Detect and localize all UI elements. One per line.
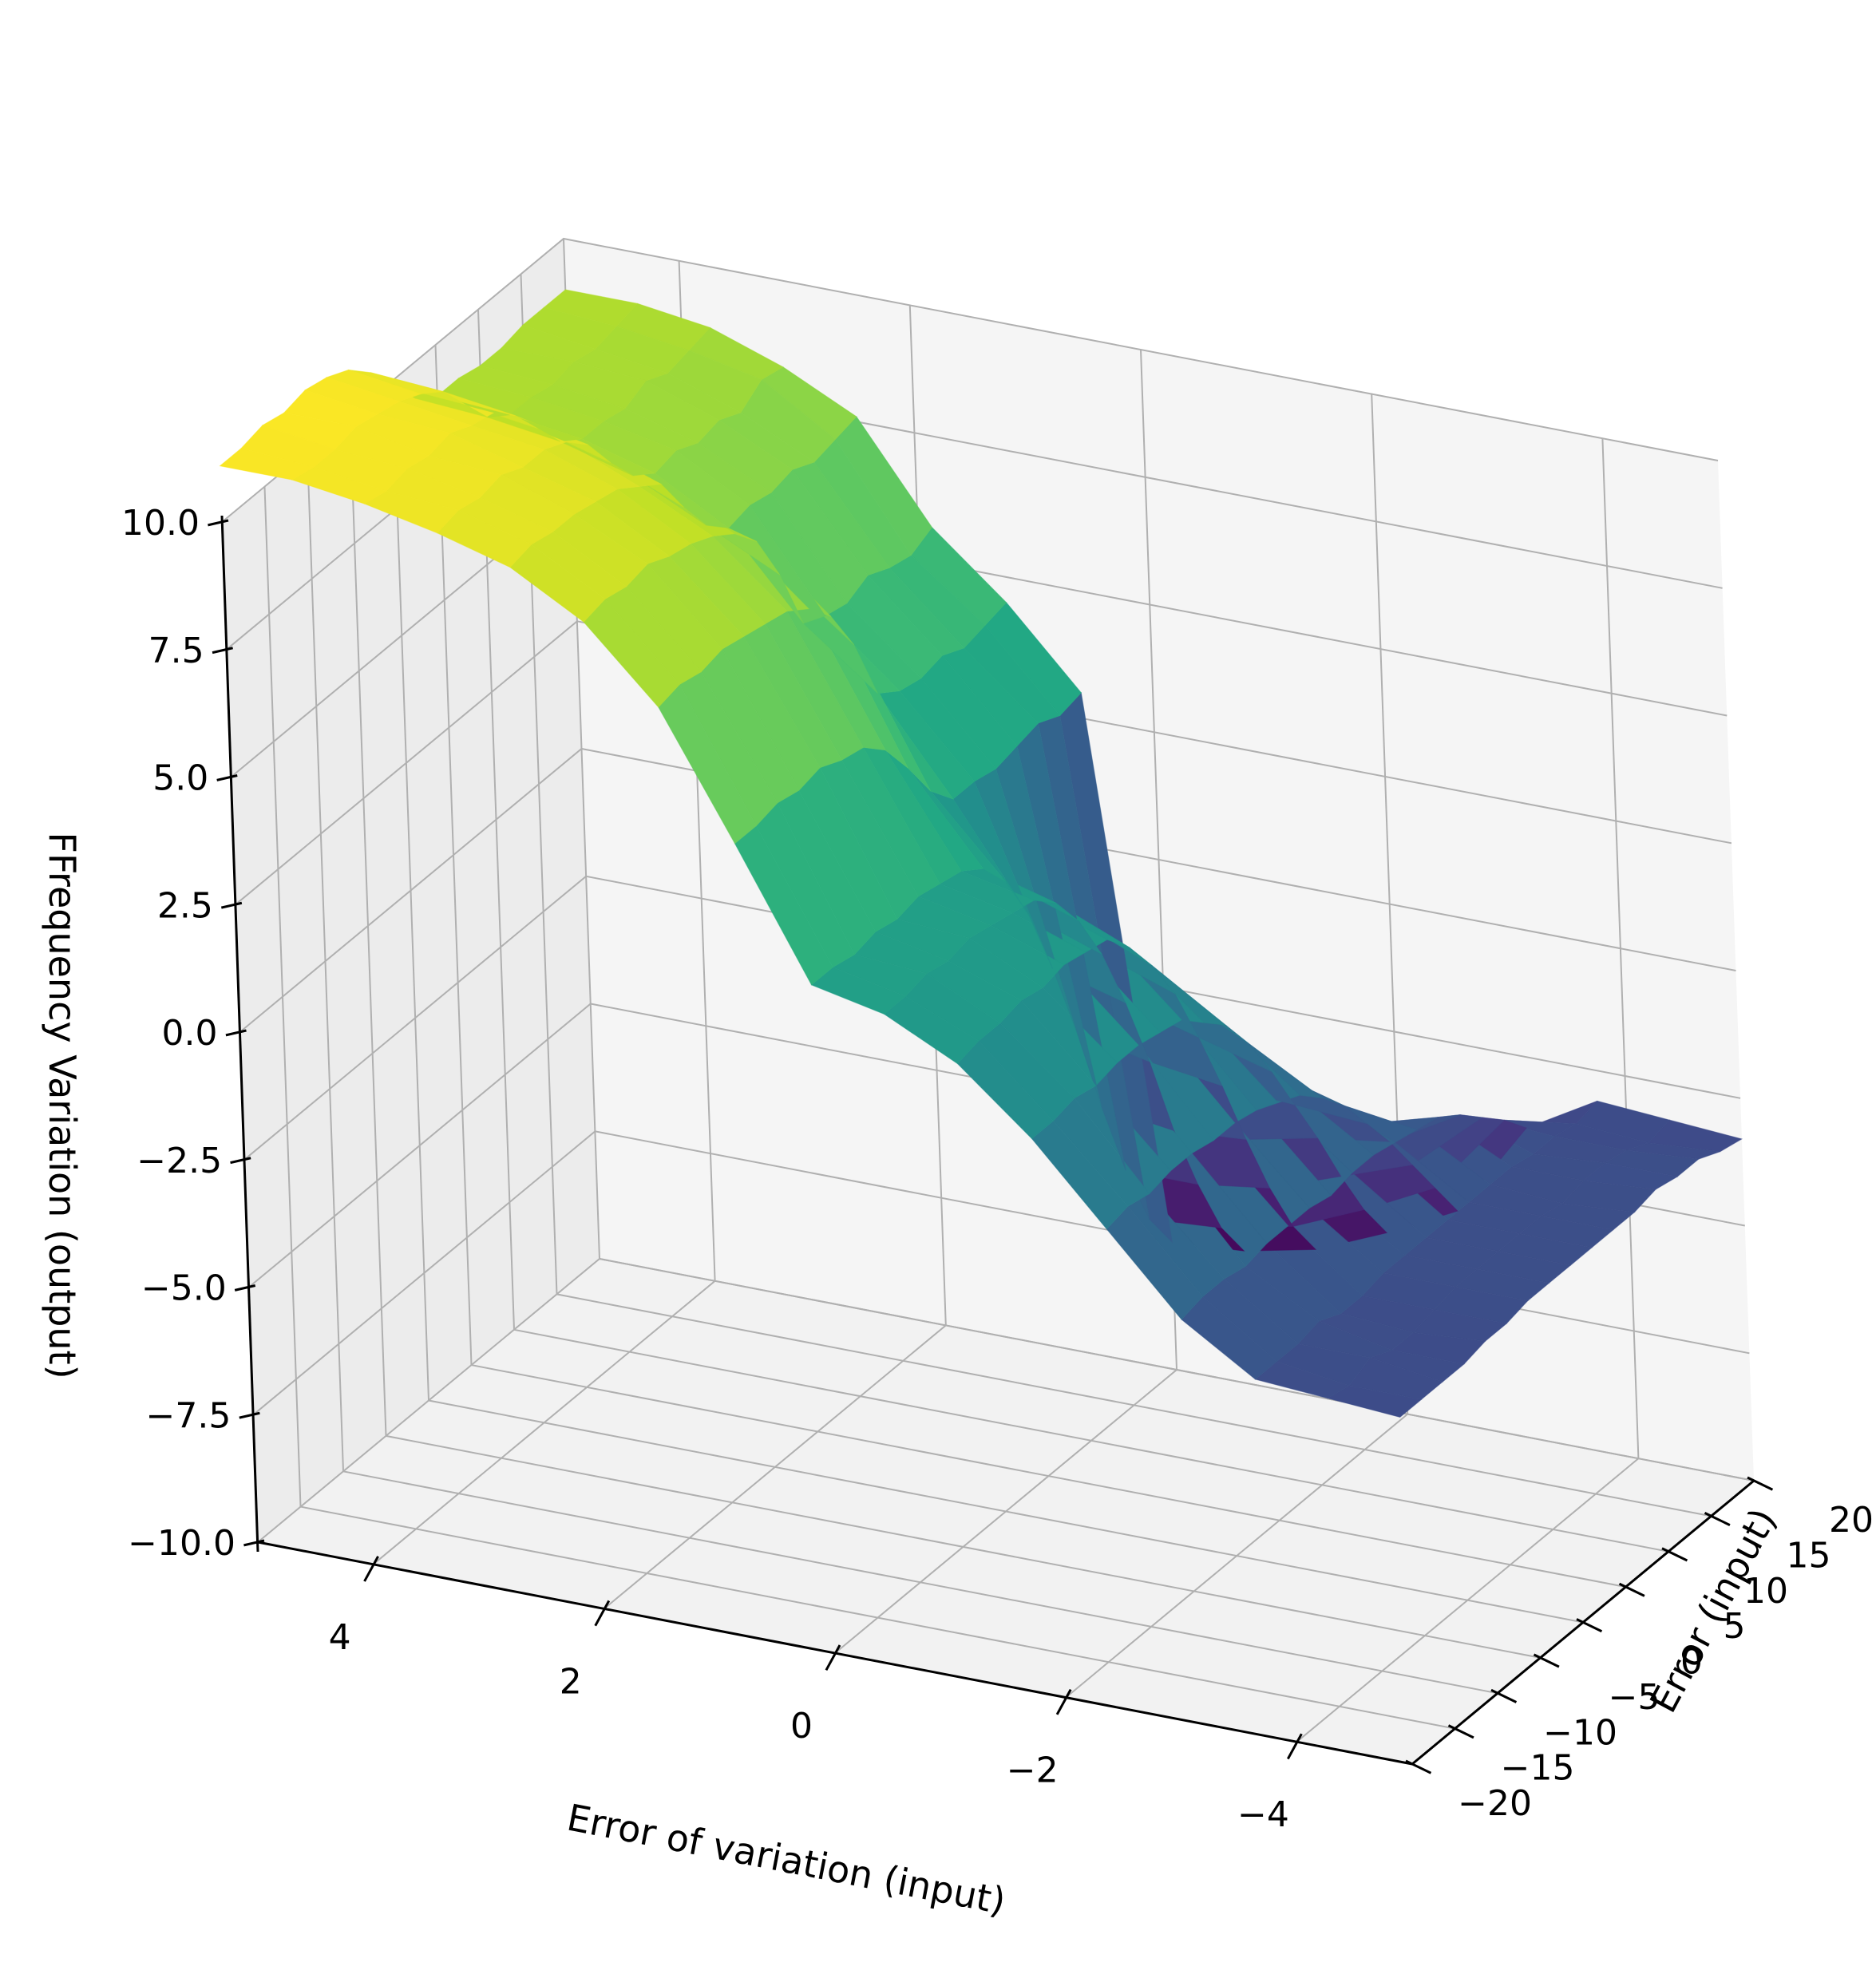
x-tick — [1747, 1476, 1774, 1491]
y-tick-label: −4 — [1237, 1794, 1289, 1835]
x-tick — [1490, 1688, 1518, 1703]
x-tick-label: 5 — [1724, 1606, 1746, 1647]
y-tick — [825, 1644, 841, 1671]
z-gridline — [243, 875, 1741, 1161]
y-tick-label: 0 — [790, 1706, 813, 1747]
z-tick-label: 5.0 — [152, 758, 208, 799]
y-tick — [363, 1556, 379, 1582]
z-tick — [225, 1029, 247, 1037]
z-tick — [216, 774, 238, 781]
z-tick — [212, 647, 233, 655]
y-tick — [594, 1600, 611, 1627]
z-tick — [234, 1284, 256, 1292]
z-tick-label: −5.0 — [141, 1268, 227, 1309]
z-tick — [239, 1411, 260, 1419]
x-tick-label: 0 — [1680, 1642, 1703, 1683]
x-tick-label: 10 — [1743, 1571, 1788, 1612]
x-tick — [1618, 1582, 1645, 1597]
surface-patch — [219, 447, 315, 481]
y-tick-label: 4 — [329, 1617, 351, 1658]
x-tick — [1661, 1547, 1688, 1562]
z-axis-line — [220, 515, 259, 1553]
z-tick-label: 10.0 — [121, 503, 200, 544]
z-tick — [243, 1539, 265, 1547]
z-axis-label: FFrequency Variation (output) — [41, 832, 84, 1379]
surface-mesh — [219, 289, 1743, 1418]
z-gridline — [235, 620, 1732, 906]
z-tick-label: −10.0 — [128, 1523, 235, 1564]
x-tick — [1405, 1759, 1432, 1774]
x-tick-label: −15 — [1501, 1748, 1575, 1789]
x-tick — [1533, 1653, 1560, 1668]
z-tick-label: −7.5 — [146, 1395, 232, 1436]
y-tick — [1055, 1688, 1072, 1715]
x-tick-label: −10 — [1543, 1712, 1617, 1753]
z-tick-label: 7.5 — [148, 631, 204, 671]
x-tick-label: 20 — [1829, 1500, 1874, 1541]
z-tick-label: −2.5 — [137, 1141, 222, 1181]
y-tick-label: −2 — [1007, 1750, 1059, 1791]
z-gridline — [239, 747, 1736, 1033]
z-tick — [208, 519, 229, 527]
x-tick-label: −5 — [1609, 1677, 1660, 1718]
x-tick — [1576, 1618, 1603, 1633]
y-tick — [1287, 1733, 1303, 1760]
x-tick — [1704, 1512, 1731, 1526]
x-tick-label: −20 — [1458, 1783, 1532, 1824]
x-tick-label: 15 — [1787, 1535, 1831, 1576]
x-tick — [1447, 1724, 1474, 1739]
z-tick-label: 2.5 — [157, 885, 213, 926]
y-axis-label: Error of variation (input) — [564, 1796, 1009, 1923]
axes-frame: −10.0−7.5−5.0−2.50.02.55.07.510.0420−2−4… — [121, 503, 1874, 1835]
z-tick — [230, 1157, 251, 1165]
y-tick-label: 2 — [560, 1661, 582, 1702]
z-tick — [220, 901, 243, 909]
z-tick-label: 0.0 — [162, 1013, 218, 1054]
